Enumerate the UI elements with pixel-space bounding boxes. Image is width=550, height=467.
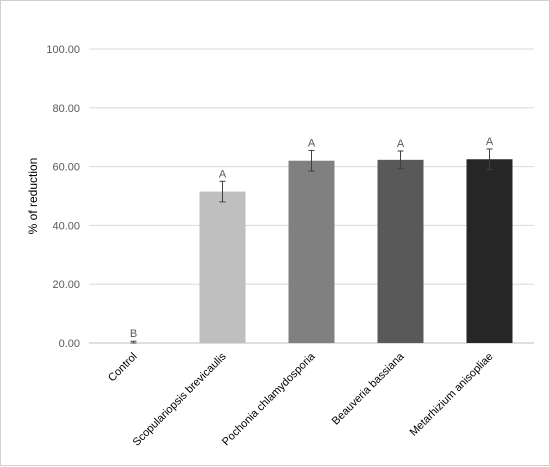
significance-letters: B A A A A (130, 136, 494, 340)
bars (199, 159, 513, 343)
error-bar (219, 180, 226, 203)
significance-letter: A (219, 168, 227, 180)
significance-letter: A (397, 138, 405, 150)
y-tick-label: 60.00 (52, 162, 80, 174)
y-tick-label: 0.00 (59, 338, 80, 350)
bar (377, 159, 424, 343)
error-bars (130, 148, 493, 344)
y-tick-label: 100.00 (46, 44, 80, 56)
significance-letter: A (486, 136, 494, 148)
category-label: Control (106, 351, 140, 385)
y-axis-ticks: 0.00 20.00 40.00 60.00 80.00 100.00 (46, 44, 80, 350)
category-label: Beauveria bassiana (330, 350, 407, 427)
significance-letter: A (308, 137, 316, 149)
bar (466, 159, 513, 343)
category-label: Metarhizium anisopliae (408, 351, 496, 439)
y-tick-label: 40.00 (52, 220, 80, 232)
y-tick-label: 20.00 (52, 279, 80, 291)
y-axis-label: % of reduction (26, 158, 40, 235)
error-bar (130, 340, 137, 344)
error-bar (486, 148, 493, 171)
significance-letter: B (130, 328, 137, 340)
bar (199, 191, 246, 343)
category-label: Scopulariopsis brevicaulis (131, 350, 229, 448)
error-bar (397, 150, 404, 170)
y-tick-label: 80.00 (52, 103, 80, 115)
error-bar (308, 149, 315, 172)
category-label: Pochonia chlamydosporia (220, 350, 318, 448)
bar (288, 160, 335, 343)
